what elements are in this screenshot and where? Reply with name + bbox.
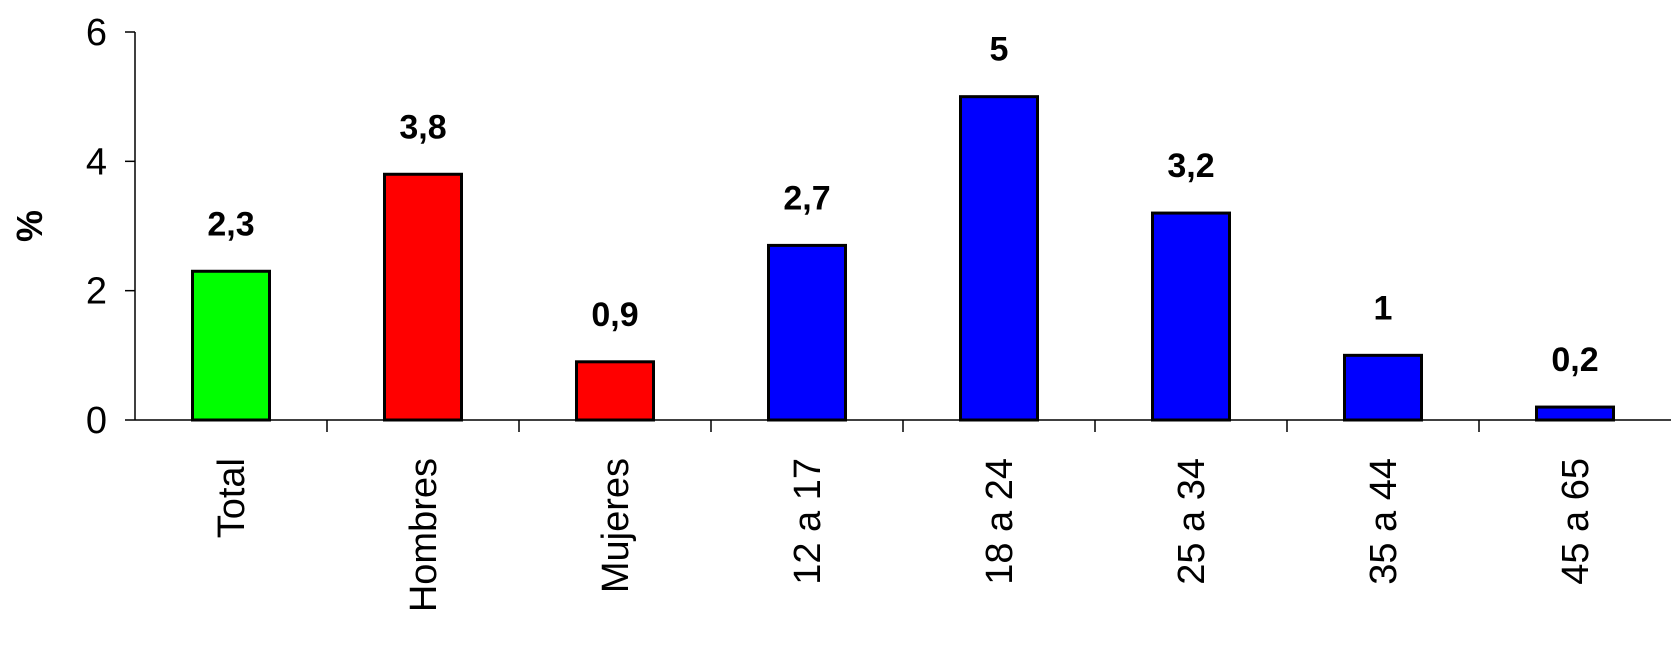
bar <box>767 243 847 422</box>
bar <box>959 95 1039 422</box>
labels: 2,3 Total 3,8 Hombres 0,9 Mujeres 2,7 12 a 17 5 1… <box>207 31 1598 612</box>
y-axis-title: % <box>9 210 50 242</box>
bar <box>191 269 271 422</box>
data-label: 0,2 <box>1551 341 1598 379</box>
x-tick-label: Mujeres <box>595 458 637 593</box>
bar <box>1535 405 1615 422</box>
x-tick-label: 12 a 17 <box>787 458 829 585</box>
bar <box>1343 353 1423 422</box>
x-tick-label: Hombres <box>403 458 445 612</box>
data-label: 3,2 <box>1167 147 1214 185</box>
x-tick-label: 18 a 24 <box>979 458 1021 585</box>
x-tick-label: 25 a 34 <box>1171 458 1213 585</box>
bars <box>191 95 1615 422</box>
bar <box>383 172 463 422</box>
data-label: 2,3 <box>207 205 254 243</box>
y-tick-label: 4 <box>86 141 107 183</box>
x-tick-label: Total <box>211 458 253 538</box>
data-label: 0,9 <box>591 296 638 334</box>
bar <box>575 360 655 422</box>
bar <box>1151 211 1231 422</box>
data-label: 1 <box>1374 289 1393 327</box>
y-tick-label: 2 <box>86 271 107 313</box>
axes: 0 2 4 6 <box>86 12 1671 442</box>
y-tick-label: 0 <box>86 400 107 442</box>
y-tick-label: 6 <box>86 12 107 54</box>
data-label: 3,8 <box>399 108 446 146</box>
x-tick-label: 45 a 65 <box>1555 458 1597 585</box>
data-label: 2,7 <box>783 179 830 217</box>
x-tick-label: 35 a 44 <box>1363 458 1405 585</box>
data-label: 5 <box>990 31 1009 69</box>
